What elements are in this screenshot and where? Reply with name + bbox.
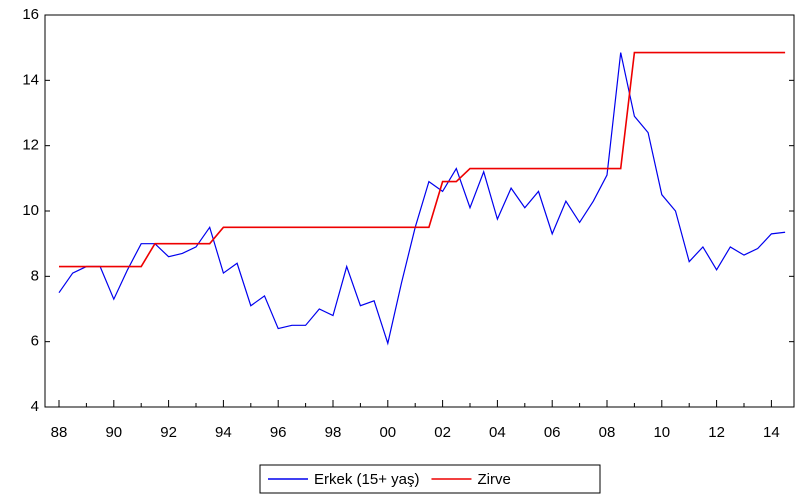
x-tick-label: 10 bbox=[653, 424, 670, 441]
legend-label: Erkek (15+ yaş) bbox=[314, 471, 419, 488]
legend-box bbox=[259, 464, 601, 494]
y-tick-label: 12 bbox=[22, 137, 39, 154]
y-tick-label: 10 bbox=[22, 202, 39, 219]
x-tick-label: 12 bbox=[708, 424, 725, 441]
x-tick-label: 02 bbox=[434, 424, 451, 441]
y-tick-label: 8 bbox=[31, 267, 39, 284]
x-tick-label: 04 bbox=[489, 424, 506, 441]
x-tick-label: 14 bbox=[763, 424, 780, 441]
x-tick-label: 96 bbox=[270, 424, 287, 441]
y-tick-label: 6 bbox=[31, 333, 39, 350]
x-tick-label: 90 bbox=[105, 424, 122, 441]
x-tick-label: 06 bbox=[544, 424, 561, 441]
y-tick-label: 4 bbox=[31, 398, 39, 415]
y-tick-label: 14 bbox=[22, 71, 39, 88]
series-line bbox=[58, 52, 786, 346]
x-tick-label: 08 bbox=[599, 424, 616, 441]
x-tick-label: 00 bbox=[379, 424, 396, 441]
legend: Erkek (15+ yaş) Zirve bbox=[259, 464, 601, 494]
y-tick-label: 16 bbox=[22, 6, 39, 23]
x-tick-label: 94 bbox=[215, 424, 232, 441]
series-line bbox=[59, 51, 786, 268]
x-tick-label: 98 bbox=[325, 424, 342, 441]
x-tick-label: 92 bbox=[160, 424, 177, 441]
x-tick-label: 88 bbox=[51, 424, 68, 441]
legend-label: Zirve bbox=[477, 471, 510, 488]
